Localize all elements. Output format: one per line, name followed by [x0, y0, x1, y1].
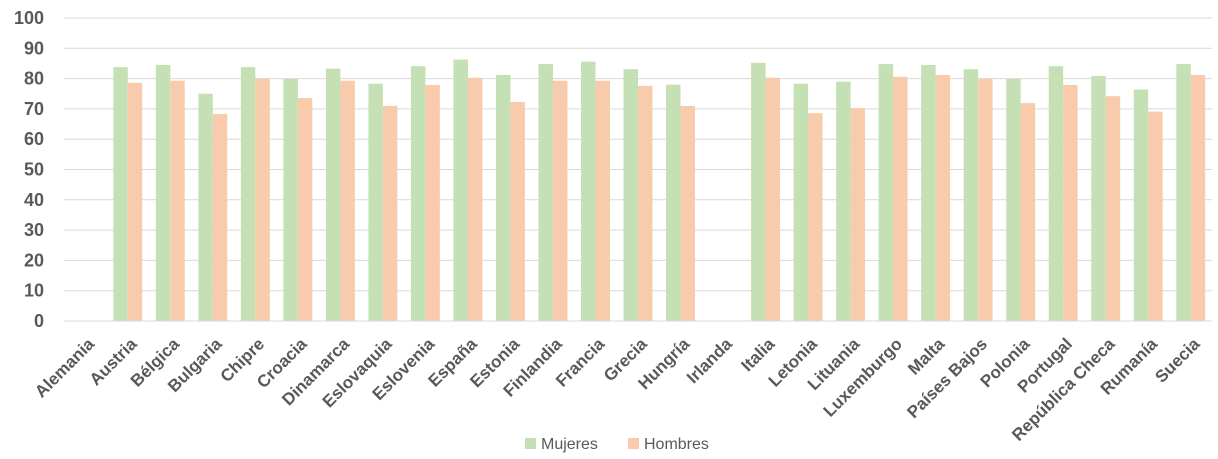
bar-hombres-24	[1105, 96, 1121, 321]
bar-mujeres-11	[538, 64, 553, 321]
bar-hombres-7	[382, 105, 398, 322]
x-tick-label: Francia	[552, 334, 609, 391]
bar-mujeres-16	[751, 62, 766, 322]
bar-hombres-4	[255, 78, 270, 321]
legend-label-hombres: Hombres	[644, 436, 709, 453]
bar-hombres-20	[935, 74, 951, 322]
bar-mujeres-26	[1176, 64, 1191, 321]
bar-hombres-8	[425, 84, 440, 321]
bar-mujeres-23	[1048, 66, 1064, 321]
bar-hombres-5	[297, 97, 313, 321]
x-tick-label: Suecia	[1151, 334, 1204, 387]
bar-hombres-23	[1063, 84, 1078, 321]
y-tick-label: 60	[24, 129, 44, 149]
bar-hombres-10	[510, 101, 525, 321]
bar-hombres-6	[340, 80, 355, 321]
bar-hombres-13	[638, 85, 653, 321]
bar-mujeres-14	[666, 84, 681, 321]
y-tick-label: 20	[24, 250, 44, 270]
bar-mujeres-1	[113, 67, 128, 321]
bar-hombres-19	[893, 76, 908, 321]
bar-mujeres-18	[836, 81, 851, 321]
bar-hombres-25	[1148, 111, 1163, 321]
y-axis: 0 10 20 30 40 50 60 70 80 90 100	[14, 8, 44, 331]
legend: Mujeres Hombres	[525, 436, 709, 453]
bar-mujeres-10	[495, 74, 511, 322]
legend-swatch-mujeres	[525, 438, 536, 449]
bar-hombres-11	[552, 80, 568, 321]
bar-hombres-9	[467, 77, 483, 321]
bar-hombres-3	[212, 114, 228, 322]
y-tick-label: 30	[24, 220, 44, 240]
y-tick-label: 10	[24, 281, 44, 301]
bar-mujeres-12	[581, 61, 596, 322]
bar-mujeres-17	[793, 83, 809, 321]
bar-mujeres-21	[963, 69, 979, 321]
y-tick-label: 0	[34, 311, 44, 331]
x-tick-label: Irlanda	[683, 334, 736, 387]
bar-hombres-18	[850, 107, 866, 321]
bar-mujeres-8	[410, 66, 426, 321]
bar-mujeres-3	[198, 93, 213, 321]
bar-mujeres-2	[155, 64, 171, 321]
bar-hombres-12	[595, 80, 610, 321]
y-tick-label: 100	[14, 8, 44, 28]
bar-mujeres-24	[1091, 75, 1106, 321]
bar-hombres-2	[170, 80, 185, 321]
bar-mujeres-25	[1133, 89, 1149, 322]
bar-hombres-16	[765, 77, 781, 321]
bar-hombres-14	[680, 105, 695, 322]
y-tick-label: 50	[24, 160, 44, 180]
x-tick-label: Alemania	[31, 334, 98, 401]
bars	[113, 59, 1206, 322]
y-tick-label: 70	[24, 99, 44, 119]
x-axis: AlemaniaAustriaBélgicaBulgariaChipreCroa…	[31, 334, 1204, 445]
bar-mujeres-13	[623, 69, 638, 321]
bar-hombres-22	[1020, 103, 1036, 321]
bar-mujeres-22	[1006, 78, 1021, 321]
bar-mujeres-9	[453, 59, 468, 322]
legend-swatch-hombres	[628, 438, 639, 449]
y-tick-label: 80	[24, 69, 44, 89]
bar-hombres-17	[808, 113, 823, 321]
bar-mujeres-6	[325, 68, 341, 321]
y-tick-label: 90	[24, 38, 44, 58]
bar-hombres-1	[127, 82, 143, 321]
bar-mujeres-19	[878, 64, 894, 321]
bar-mujeres-20	[921, 64, 936, 321]
bar-mujeres-7	[368, 83, 383, 321]
bar-hombres-21	[978, 78, 993, 321]
legend-label-mujeres: Mujeres	[541, 436, 598, 453]
bar-mujeres-4	[240, 67, 256, 321]
bar-hombres-26	[1190, 74, 1206, 322]
y-tick-label: 40	[24, 190, 44, 210]
bar-mujeres-5	[283, 78, 298, 321]
